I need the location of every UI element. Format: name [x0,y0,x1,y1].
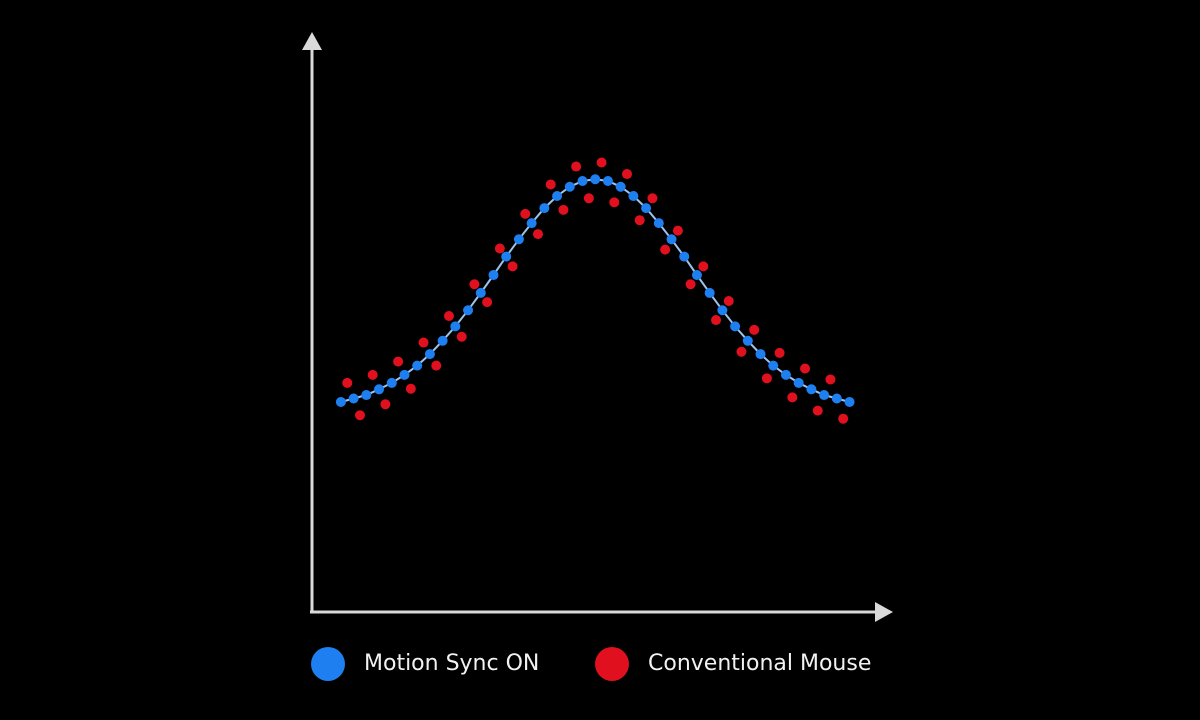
point [354,410,365,421]
point [761,373,772,384]
point [571,161,582,172]
point [780,369,791,380]
point [418,337,429,348]
point [615,181,626,192]
legend-swatch [595,647,629,681]
point [342,377,353,388]
point [482,297,493,308]
point [545,179,556,190]
point [386,377,397,388]
point [838,413,849,424]
point [564,181,575,192]
point [450,321,461,332]
point [494,243,505,254]
point [755,349,766,360]
point [653,218,664,229]
point [424,349,435,360]
point [711,315,722,326]
point [749,324,760,335]
point [590,174,601,185]
point [488,270,499,281]
point [469,279,480,290]
point [539,203,550,214]
point [730,321,741,332]
point [405,383,416,394]
point [691,270,702,281]
point [456,331,467,342]
legend: Motion Sync ON Conventional Mouse [311,647,871,681]
point [583,193,594,204]
point [825,374,836,385]
point [736,346,747,357]
point [367,369,378,380]
point [742,335,753,346]
point [800,363,811,374]
legend-label: Conventional Mouse [648,651,871,676]
point [774,347,785,358]
y-axis-arrow [302,32,322,50]
point [704,287,715,298]
point [526,218,537,229]
point [698,261,709,272]
legend-swatch [311,647,345,681]
point [793,377,804,388]
point [513,234,524,245]
point [628,190,639,201]
point [685,279,696,290]
point [844,396,855,407]
point [348,393,359,404]
x-axis-arrow [875,602,893,622]
point [812,405,823,416]
point [520,208,531,219]
legend-label: Motion Sync ON [364,651,539,676]
point [507,261,518,272]
point [679,251,690,262]
point [437,335,448,346]
point [552,190,563,201]
point [361,390,372,401]
point [532,229,543,240]
point [723,295,734,306]
point [501,251,512,262]
point [602,175,613,186]
point [374,384,385,395]
point [443,310,454,321]
point [558,204,569,215]
point [380,399,391,410]
point [335,396,346,407]
point [806,384,817,395]
point [647,193,658,204]
point [475,287,486,298]
point [787,392,798,403]
point [431,360,442,371]
point [768,360,779,371]
point [634,215,645,226]
point [819,390,830,401]
point [596,157,607,168]
point [666,234,677,245]
point [577,175,588,186]
point [609,197,620,208]
point [463,305,474,316]
point [412,360,423,371]
point [831,393,842,404]
point [641,203,652,214]
point [660,244,671,255]
point [399,369,410,380]
point [622,169,633,180]
point [393,356,404,367]
point [717,305,728,316]
point [672,225,683,236]
